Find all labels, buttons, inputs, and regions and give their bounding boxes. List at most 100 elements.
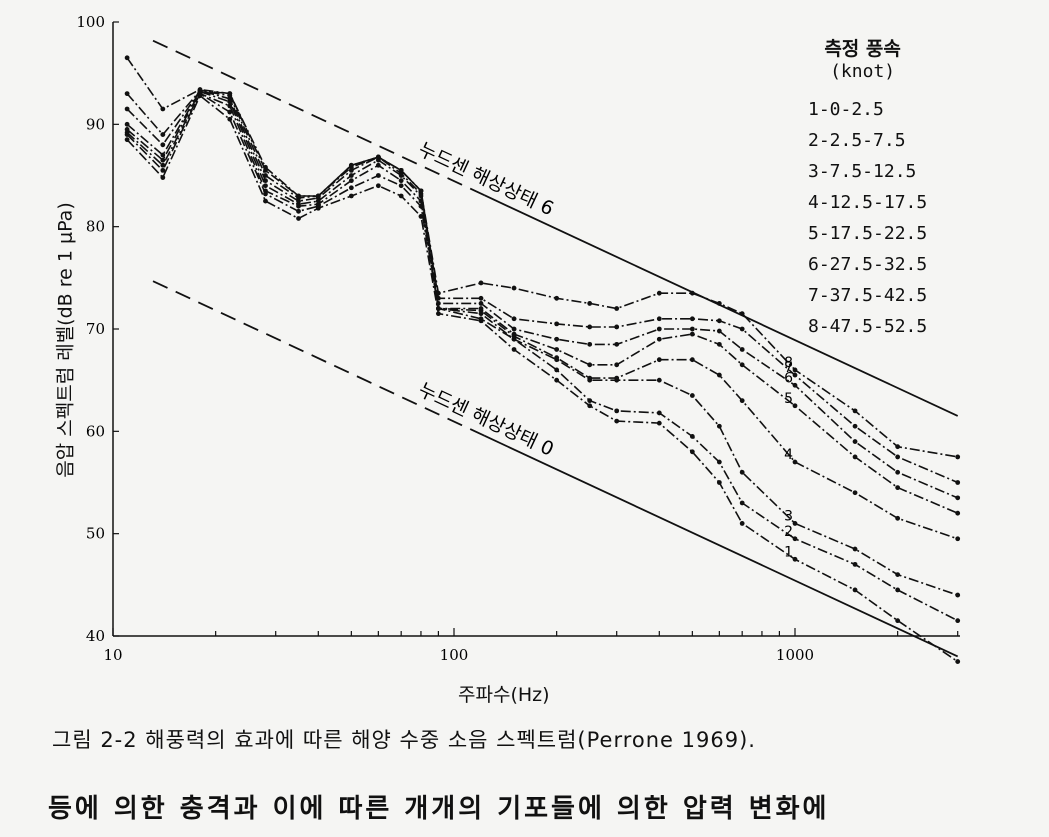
data-point — [656, 420, 662, 426]
legend-item: 5-17.5-22.5 — [808, 223, 928, 244]
data-point — [263, 198, 268, 204]
y-tick-label: 90 — [86, 115, 105, 133]
data-point — [895, 618, 901, 624]
legend-unit: (knot) — [830, 61, 896, 82]
series-label: 2 — [784, 524, 793, 540]
data-point — [955, 618, 961, 624]
data-point — [160, 162, 166, 168]
legend-item: 3-7.5-12.5 — [808, 161, 917, 182]
data-point — [160, 167, 166, 173]
data-point — [739, 311, 745, 317]
data-point — [511, 285, 517, 291]
data-point — [478, 295, 484, 301]
data-point — [124, 55, 130, 61]
data-point — [587, 375, 593, 381]
data-point — [614, 306, 620, 311]
data-point — [124, 127, 130, 132]
data-point — [716, 301, 722, 306]
data-point — [160, 142, 166, 148]
data-point — [614, 408, 620, 414]
data-point — [398, 193, 404, 199]
data-point — [587, 324, 593, 330]
data-point — [478, 306, 484, 311]
data-point — [792, 403, 798, 409]
data-point — [955, 659, 961, 664]
data-point — [689, 331, 695, 337]
data-point — [955, 495, 961, 501]
data-point — [554, 295, 560, 301]
data-point — [124, 91, 130, 97]
data-point — [160, 152, 166, 158]
x-tick-label: 100 — [440, 646, 469, 664]
legend-item: 6-27.5-32.5 — [808, 254, 928, 275]
data-point — [955, 536, 961, 542]
legend-item: 4-12.5-17.5 — [808, 192, 928, 213]
data-point — [895, 469, 901, 475]
legend-item: 1-0-2.5 — [808, 99, 884, 120]
series-label: 4 — [784, 447, 793, 463]
data-point — [511, 316, 517, 322]
data-point — [656, 336, 662, 342]
data-point — [792, 367, 798, 373]
reference-line-solid — [484, 435, 959, 658]
data-point — [435, 301, 441, 306]
axes: 40 50 60 70 80 90 100 10 100 1000 — [76, 13, 960, 664]
data-point — [587, 301, 593, 306]
data-point — [716, 328, 722, 334]
data-point — [296, 216, 301, 221]
series-label: 6 — [784, 370, 793, 386]
data-point — [348, 173, 354, 178]
data-point — [895, 572, 901, 577]
data-point — [739, 326, 745, 332]
data-point — [689, 434, 695, 439]
data-point — [554, 347, 560, 352]
data-point — [160, 157, 166, 163]
data-point — [656, 377, 662, 383]
legend-title: 측정 풍속 — [824, 38, 901, 60]
data-point — [263, 178, 268, 184]
data-point — [511, 347, 517, 352]
data-point — [124, 121, 130, 127]
data-point — [852, 561, 858, 567]
data-point — [554, 367, 560, 373]
data-point — [792, 372, 798, 378]
data-point — [435, 306, 441, 311]
data-point — [375, 154, 381, 160]
data-point — [554, 377, 560, 383]
data-point — [478, 316, 484, 322]
data-point — [895, 485, 901, 491]
data-point — [197, 87, 203, 92]
data-point — [895, 444, 901, 450]
data-point — [656, 316, 662, 322]
data-point — [739, 398, 745, 404]
data-point — [852, 546, 858, 552]
data-point — [689, 316, 695, 322]
body-text: 등에 의한 충격과 이에 따른 개개의 기포들에 의한 압력 변화에 — [48, 794, 830, 824]
y-tick-label: 80 — [86, 218, 105, 236]
data-point — [227, 116, 233, 122]
data-point — [689, 393, 695, 398]
legend-item: 7-37.5-42.5 — [808, 285, 928, 306]
y-tick-label: 100 — [76, 13, 105, 31]
reference-line-dashed — [152, 280, 486, 437]
legend-item: 8-47.5-52.5 — [808, 316, 928, 337]
data-point — [852, 587, 858, 593]
data-point — [792, 459, 798, 465]
data-point — [739, 469, 745, 475]
y-tick-label: 40 — [86, 627, 105, 645]
data-point — [554, 321, 560, 327]
data-point — [614, 418, 620, 424]
data-point — [716, 480, 722, 485]
data-point — [398, 167, 404, 173]
reference-line-label: 누드센 해상상태 6 — [415, 138, 557, 220]
reference-line-solid — [484, 194, 959, 417]
data-point — [435, 311, 441, 317]
data-point — [689, 290, 695, 296]
data-point — [716, 423, 722, 429]
data-point — [160, 106, 166, 112]
data-point — [315, 193, 321, 199]
data-point — [554, 336, 560, 342]
data-point — [418, 188, 424, 194]
data-point — [398, 183, 404, 189]
